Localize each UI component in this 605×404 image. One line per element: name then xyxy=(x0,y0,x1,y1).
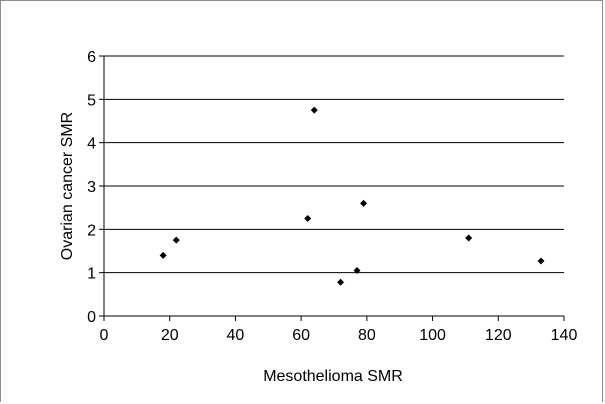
y-tick-label: 4 xyxy=(87,136,96,153)
y-tick-label: 1 xyxy=(87,266,96,283)
x-tick-label: 80 xyxy=(358,327,376,344)
y-tick-label: 0 xyxy=(87,309,96,326)
data-points xyxy=(159,106,545,286)
y-axis-title: Ovarian cancer SMR xyxy=(59,112,76,261)
x-tick-label: 0 xyxy=(100,327,109,344)
x-tick-label: 60 xyxy=(292,327,310,344)
y-tick-label: 6 xyxy=(87,49,96,66)
x-tick-label: 120 xyxy=(485,327,512,344)
data-point xyxy=(172,236,180,244)
y-tick-label: 2 xyxy=(87,222,96,239)
x-tick-label: 140 xyxy=(551,327,578,344)
x-tick-labels: 0 20 40 60 80 100 120 140 xyxy=(100,327,578,344)
x-tick-label: 20 xyxy=(161,327,179,344)
data-point xyxy=(465,234,473,242)
gridlines xyxy=(104,55,564,274)
y-tick-label: 5 xyxy=(87,92,96,109)
data-point xyxy=(353,267,361,274)
x-tick-label: 40 xyxy=(227,327,245,344)
axes xyxy=(99,55,565,321)
data-point xyxy=(337,278,345,286)
data-point xyxy=(310,106,318,114)
data-point xyxy=(159,251,167,259)
y-tick-label: 3 xyxy=(87,179,96,196)
data-point xyxy=(537,257,545,265)
x-tick-label: 100 xyxy=(419,327,446,344)
data-point xyxy=(304,215,312,222)
x-axis-title: Mesothelioma SMR xyxy=(263,368,403,385)
y-tick-labels: 0 1 2 3 4 5 6 xyxy=(87,49,96,326)
data-point xyxy=(360,199,368,207)
